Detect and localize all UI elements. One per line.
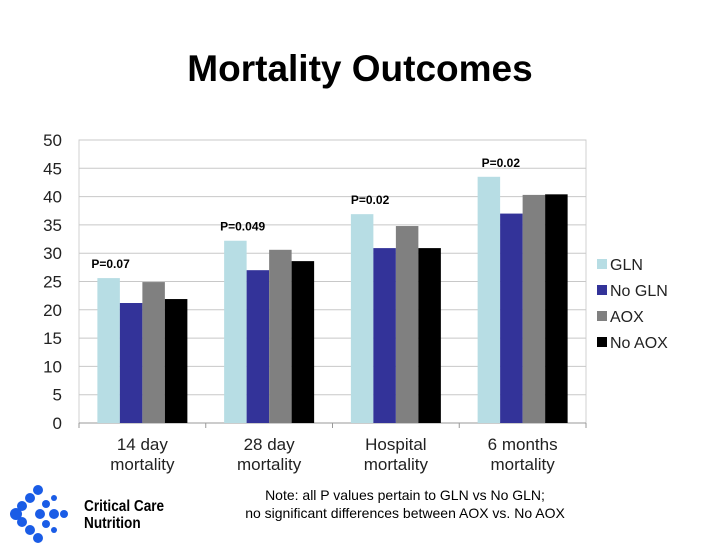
slide-title: Mortality Outcomes (187, 48, 533, 89)
x-tick-label: mortality (364, 455, 429, 474)
x-tick-label: 14 day (117, 435, 169, 454)
legend-label: GLN (610, 257, 643, 274)
bar-aox (269, 249, 292, 423)
bar-aox (142, 282, 165, 423)
legend-swatch (597, 311, 607, 321)
bar-no-aox (418, 248, 441, 423)
y-tick-label: 50 (43, 131, 62, 150)
p-value-annotation: P=0.07 (91, 257, 130, 271)
bar-no-gln (246, 270, 270, 423)
y-tick-label: 5 (53, 386, 62, 405)
bar-gln (97, 278, 120, 423)
bar-no-gln (373, 248, 396, 423)
bar-gln (224, 240, 247, 423)
y-tick-label: 0 (53, 414, 62, 433)
logo-line: Nutrition (84, 515, 141, 532)
legend-label: No AOX (610, 335, 668, 352)
bar-no-gln (119, 303, 143, 423)
logo-icon (10, 485, 68, 543)
p-value-annotation: P=0.02 (482, 156, 521, 170)
y-tick-label: 45 (43, 159, 62, 178)
x-tick-label: Hospital (365, 435, 426, 454)
footnote: Note: all P values pertain to GLN vs No … (200, 486, 610, 522)
logo-text: Critical Care Nutrition (84, 498, 164, 532)
y-tick-label: 10 (43, 357, 62, 376)
bar-gln (477, 176, 501, 423)
bar-aox (522, 194, 546, 423)
y-tick-label: 40 (43, 188, 62, 207)
x-tick-label: 28 day (244, 435, 296, 454)
p-value-annotation: P=0.049 (220, 220, 265, 234)
legend-label: No GLN (610, 283, 668, 300)
bar-no-gln (500, 213, 523, 423)
x-tick-label: mortality (237, 455, 302, 474)
legend-swatch (597, 285, 607, 295)
footnote-line: no significant differences between AOX v… (245, 505, 565, 521)
legend-label: AOX (610, 309, 644, 326)
bar-aox (395, 226, 419, 423)
bar-no-aox (291, 261, 315, 423)
footnote-line: Note: all P values pertain to GLN vs No … (265, 487, 545, 503)
bar-no-aox (545, 194, 568, 423)
bar-no-aox (164, 299, 188, 423)
x-tick-label: 6 months (488, 435, 558, 454)
p-value-annotation: P=0.02 (351, 193, 390, 207)
y-tick-label: 30 (43, 244, 62, 263)
legend-swatch (597, 259, 607, 269)
x-tick-label: mortality (491, 455, 556, 474)
logo-line: Critical Care (84, 498, 165, 515)
y-tick-label: 15 (43, 329, 62, 348)
y-tick-label: 25 (43, 273, 62, 292)
y-tick-label: 20 (43, 301, 62, 320)
y-tick-label: 35 (43, 216, 62, 235)
x-tick-label: mortality (110, 455, 175, 474)
legend-swatch (597, 337, 607, 347)
bar-gln (350, 214, 374, 423)
